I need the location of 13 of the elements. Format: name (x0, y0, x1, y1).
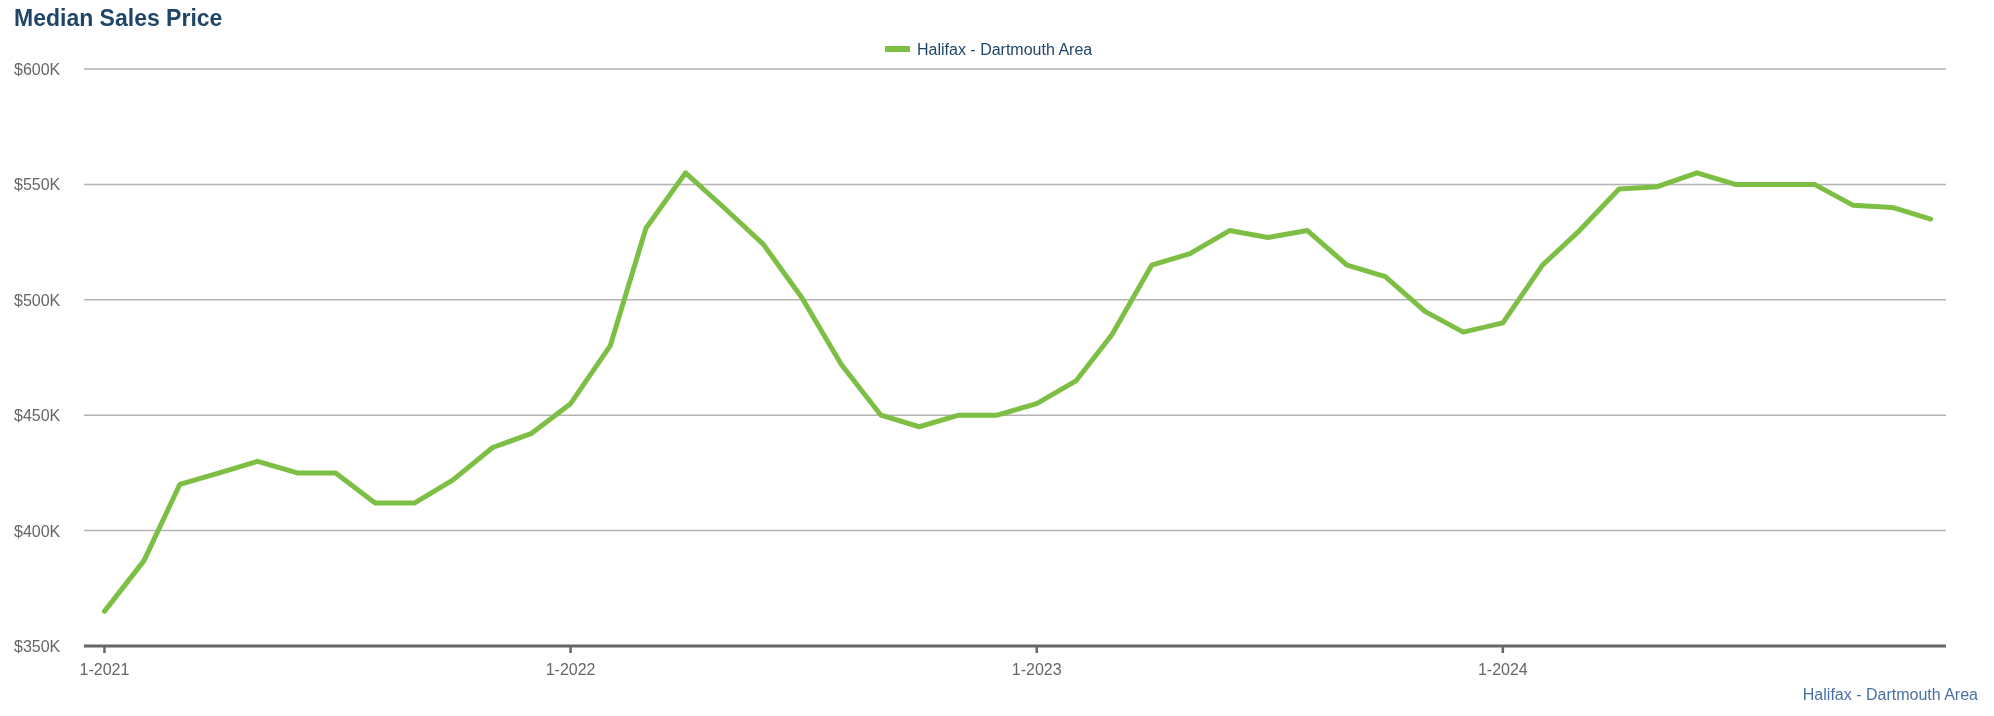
y-tick-label: $600K (14, 61, 61, 78)
y-tick-label: $350K (14, 638, 61, 655)
y-tick-label: $550K (14, 176, 61, 194)
chart-title: Median Sales Price (14, 5, 223, 31)
y-tick-label: $500K (14, 291, 61, 309)
text: Halifax - Dartmouth Area (1802, 686, 1979, 703)
x-tick-label: 1-2023 (1011, 661, 1062, 678)
x-tick-label: 1-2022 (545, 661, 596, 678)
y-tick-label: $400K (14, 522, 61, 540)
x-tick-label: 1-2021 (79, 661, 130, 678)
legend-label: Halifax - Dartmouth Area (917, 41, 1093, 58)
y-tick-label: $450K (14, 407, 61, 425)
x-tick-label: 1-2024 (1477, 661, 1528, 678)
